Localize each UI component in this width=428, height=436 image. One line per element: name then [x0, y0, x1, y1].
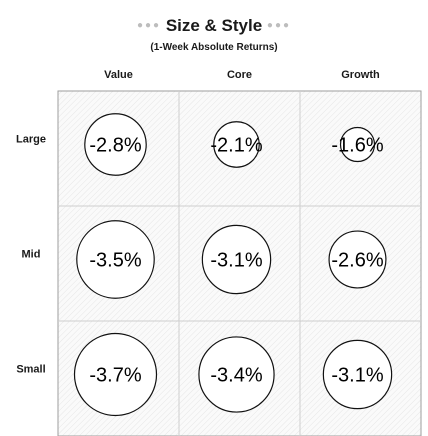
bubble-mid-value [76, 220, 155, 299]
title-decoration-right: ●●● [266, 20, 292, 31]
value-label-small-value: -3.7% [89, 365, 141, 387]
title-decoration-left: ●●● [136, 20, 162, 31]
bubble-large-value [84, 113, 147, 176]
bubble-large-growth [339, 126, 376, 163]
chart-title: Size & Style [165, 16, 263, 35]
column-label-value: Value [104, 69, 133, 81]
row-label-large: Large [16, 134, 46, 146]
bubble-mid-growth [328, 230, 387, 289]
value-label-large-growth: -1.6% [331, 135, 383, 157]
bubble-mid-core [201, 224, 272, 295]
row-label-small: Small [16, 364, 45, 376]
value-label-small-core: -3.4% [210, 365, 262, 387]
row-label-mid: Mid [22, 249, 41, 261]
value-label-large-core: -2.1% [210, 135, 262, 157]
chart-subtitle: (1-Week Absolute Returns) [150, 42, 278, 53]
column-label-core: Core [227, 69, 252, 81]
value-label-mid-growth: -2.6% [331, 250, 383, 272]
column-label-growth: Growth [341, 69, 380, 81]
value-label-mid-value: -3.5% [89, 250, 141, 272]
bubble-small-value [73, 332, 158, 417]
value-label-large-value: -2.8% [89, 135, 141, 157]
bubble-small-core [198, 336, 275, 413]
value-label-mid-core: -3.1% [210, 250, 262, 272]
bubble-small-growth [322, 339, 393, 410]
chart-title-row: ●●● Size & Style ●●● [0, 16, 428, 36]
bubble-large-core [213, 121, 260, 168]
value-label-small-growth: -3.1% [331, 365, 383, 387]
